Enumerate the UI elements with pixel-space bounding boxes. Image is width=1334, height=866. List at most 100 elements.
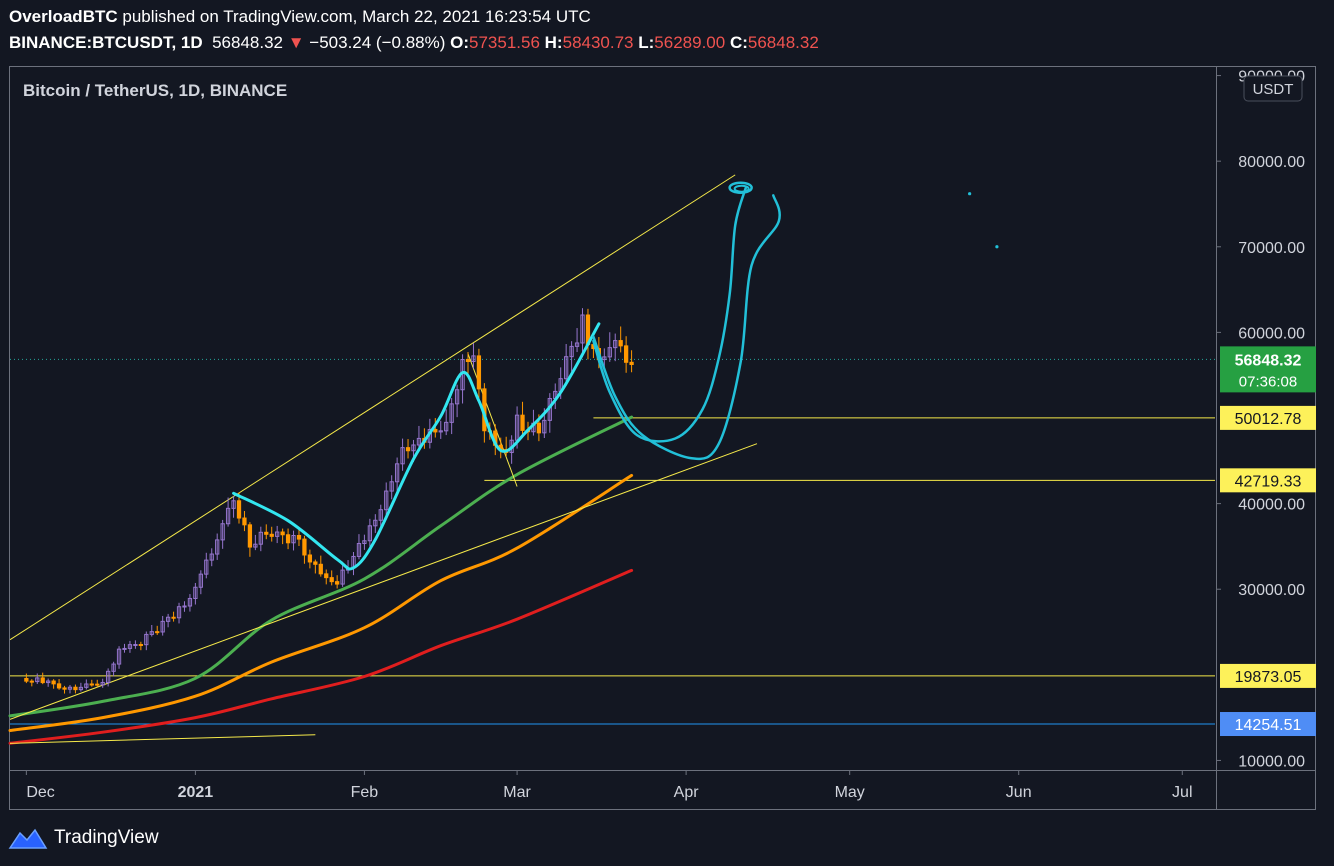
candle-body[interactable]	[100, 681, 105, 686]
marker-dot[interactable]	[995, 245, 999, 249]
candle-body[interactable]	[171, 616, 176, 619]
candle-body[interactable]	[411, 444, 416, 452]
candle-body[interactable]	[193, 586, 198, 599]
candle-body[interactable]	[236, 500, 242, 519]
candle-body[interactable]	[569, 345, 574, 358]
candle-body[interactable]	[111, 663, 116, 672]
candle-body[interactable]	[373, 519, 378, 527]
price-level-tag[interactable]	[1220, 663, 1316, 688]
candle-body[interactable]	[144, 633, 149, 646]
candle-body[interactable]	[40, 677, 45, 684]
currency-badge[interactable]: USDT	[1243, 75, 1303, 102]
candle-body[interactable]	[133, 644, 138, 647]
ma200-line[interactable]	[8, 568, 634, 745]
candle-body[interactable]	[476, 355, 482, 390]
candle-body[interactable]	[389, 481, 394, 492]
freehand-drawing-1[interactable]	[232, 322, 601, 571]
candle-body[interactable]	[127, 644, 133, 649]
candle-body[interactable]	[258, 531, 263, 545]
candle-body[interactable]	[29, 680, 34, 683]
candle-body[interactable]	[204, 559, 209, 575]
price-level-tag[interactable]	[1220, 712, 1316, 737]
candle-body[interactable]	[155, 631, 160, 634]
candle-body[interactable]	[324, 573, 329, 579]
candle-body[interactable]	[465, 359, 471, 362]
candle-body[interactable]	[106, 670, 111, 683]
freehand-drawing-3[interactable]	[592, 194, 781, 461]
candle-body[interactable]	[602, 356, 607, 361]
candle-body[interactable]	[400, 447, 405, 465]
candle-body[interactable]	[95, 683, 100, 686]
candle-body[interactable]	[564, 356, 569, 380]
candle-body[interactable]	[56, 683, 62, 689]
candle-body[interactable]	[264, 531, 269, 535]
candle-body[interactable]	[520, 414, 525, 431]
candle-body[interactable]	[574, 342, 580, 347]
candle-body[interactable]	[62, 687, 67, 690]
candle-body[interactable]	[296, 535, 302, 540]
freehand-drawing-2[interactable]	[592, 185, 748, 443]
candle-body[interactable]	[160, 620, 165, 633]
candle-body[interactable]	[275, 531, 280, 537]
candle-body[interactable]	[378, 509, 383, 521]
candle-body[interactable]	[302, 538, 307, 556]
candle-body[interactable]	[471, 355, 476, 362]
trendline[interactable]	[9, 174, 736, 641]
candle-body[interactable]	[165, 616, 171, 622]
last-price-tag[interactable]	[1220, 346, 1316, 393]
candle-body[interactable]	[215, 539, 220, 555]
candle-body[interactable]	[449, 403, 454, 423]
candle-body[interactable]	[438, 430, 443, 433]
candle-body[interactable]	[307, 554, 313, 563]
candle-body[interactable]	[580, 314, 585, 344]
candle-body[interactable]	[51, 680, 56, 685]
candle-body[interactable]	[89, 683, 94, 686]
candle-body[interactable]	[182, 605, 187, 608]
ma100-line[interactable]	[8, 473, 634, 732]
candle-body[interactable]	[340, 569, 345, 585]
candle-body[interactable]	[198, 573, 203, 588]
candle-body[interactable]	[24, 677, 29, 682]
candle-body[interactable]	[384, 490, 389, 511]
candle-body[interactable]	[138, 644, 143, 647]
drawing-loop-inner[interactable]	[733, 184, 750, 193]
price-level-tag[interactable]	[1220, 468, 1316, 493]
candle-body[interactable]	[454, 389, 460, 405]
candle-body[interactable]	[291, 535, 296, 544]
candle-body[interactable]	[607, 347, 612, 358]
candle-body[interactable]	[187, 597, 193, 607]
marker-dot[interactable]	[968, 192, 972, 196]
candle-body[interactable]	[433, 428, 438, 433]
candle-body[interactable]	[280, 531, 285, 536]
candle-body[interactable]	[84, 683, 89, 688]
candle-body[interactable]	[623, 345, 629, 363]
trendline[interactable]	[467, 353, 518, 487]
candle-body[interactable]	[394, 463, 400, 483]
candle-body[interactable]	[116, 648, 122, 665]
candle-body[interactable]	[329, 577, 334, 583]
candle-body[interactable]	[536, 422, 542, 434]
candle-body[interactable]	[247, 524, 253, 548]
ma50-line[interactable]	[8, 415, 634, 718]
candle-body[interactable]	[46, 680, 51, 684]
currency-badge-label[interactable]: USDT	[1253, 81, 1294, 98]
candle-body[interactable]	[231, 500, 236, 509]
candle-body[interactable]	[253, 543, 258, 548]
candle-body[interactable]	[176, 606, 182, 619]
candle-body[interactable]	[122, 647, 127, 650]
candle-body[interactable]	[416, 437, 422, 446]
candle-body[interactable]	[67, 686, 73, 690]
candle-body[interactable]	[149, 631, 154, 635]
candle-body[interactable]	[335, 581, 340, 585]
candle-body[interactable]	[618, 340, 623, 347]
price-level-tag[interactable]	[1220, 405, 1316, 430]
candle-body[interactable]	[613, 340, 618, 349]
candle-body[interactable]	[73, 686, 78, 691]
tradingview-branding[interactable]: TradingView	[8, 826, 159, 850]
trendline[interactable]	[9, 734, 316, 744]
candle-body[interactable]	[242, 517, 247, 526]
candle-body[interactable]	[629, 361, 634, 365]
candle-body[interactable]	[220, 523, 225, 541]
candle-body[interactable]	[318, 563, 323, 575]
